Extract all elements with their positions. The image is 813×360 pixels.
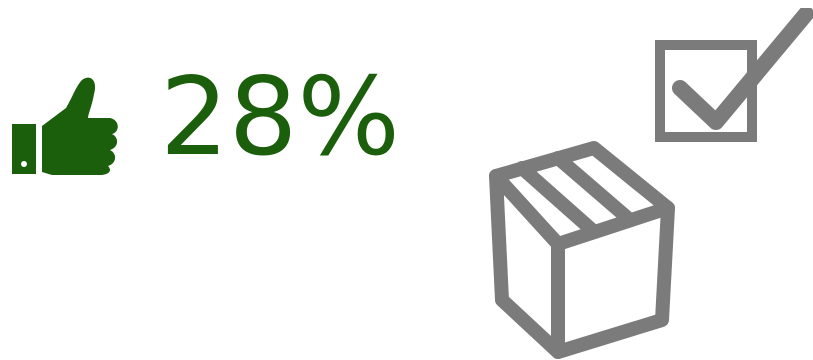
thumbs-up-icon: [12, 77, 118, 175]
checked-box-icon: [655, 8, 813, 142]
percentage-value: 28%: [160, 55, 401, 180]
package-box-icon: [489, 141, 675, 359]
